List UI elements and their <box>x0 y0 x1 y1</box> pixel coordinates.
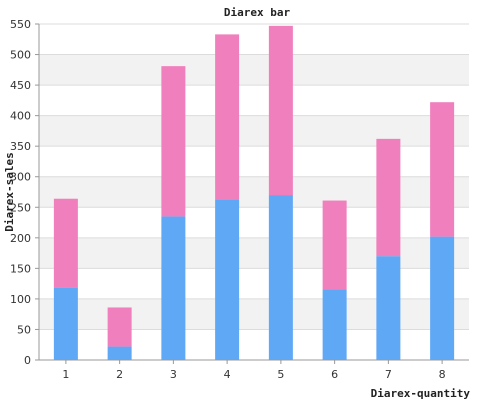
y-tick-label: 500 <box>10 49 31 62</box>
grid-band <box>39 176 469 208</box>
x-tick-label: 2 <box>116 368 123 381</box>
x-tick-label: 7 <box>385 368 392 381</box>
y-tick-label: 200 <box>10 232 31 245</box>
x-tick-label: 3 <box>170 368 177 381</box>
y-tick-label: 50 <box>17 323 31 336</box>
axes <box>38 24 469 361</box>
y-tick-label: 100 <box>10 293 31 306</box>
bar-segment-2-8 <box>430 102 455 237</box>
grid-band <box>39 237 469 269</box>
x-axis-label: Diarex-quantity <box>371 387 471 400</box>
bar-segment-1-2 <box>107 346 132 360</box>
x-tick-label: 6 <box>331 368 338 381</box>
x-tick-label: 4 <box>224 368 231 381</box>
bars <box>53 25 455 360</box>
y-tick-label: 0 <box>24 354 31 367</box>
y-tick-label: 300 <box>10 171 31 184</box>
bar-segment-1-5 <box>268 195 293 360</box>
bar-segment-1-3 <box>161 216 186 360</box>
bar-segment-1-4 <box>215 199 240 360</box>
bar-segment-1-7 <box>376 256 401 360</box>
x-tick-labels: 1 2 3 4 5 6 7 8 <box>62 360 446 381</box>
bar-segment-2-2 <box>107 307 132 347</box>
grid-band <box>39 298 469 330</box>
y-tick-label: 450 <box>10 79 31 92</box>
x-tick-label: 5 <box>277 368 284 381</box>
bar-segment-2-4 <box>215 34 240 200</box>
x-tick-label: 8 <box>439 368 446 381</box>
chart-title: Diarex bar <box>224 6 291 19</box>
grid-band <box>39 54 469 86</box>
y-tick-label: 250 <box>10 201 31 214</box>
bar-segment-1-1 <box>53 287 78 360</box>
bar-segment-1-6 <box>322 289 347 360</box>
grid-band <box>39 115 469 147</box>
bar-segment-2-5 <box>268 25 293 196</box>
bar-segment-1-8 <box>430 236 455 360</box>
bar-segment-2-6 <box>322 200 347 290</box>
y-tick-label: 150 <box>10 262 31 275</box>
bar-segment-2-7 <box>376 138 401 257</box>
bar-segment-2-3 <box>161 66 186 217</box>
y-tick-label: 400 <box>10 110 31 123</box>
bar-segment-2-1 <box>53 198 78 288</box>
x-tick-label: 1 <box>62 368 69 381</box>
y-axis-label: Diarex-sales <box>3 152 16 231</box>
grid-bands <box>39 54 469 330</box>
y-tick-label: 550 <box>10 18 31 31</box>
y-tick-labels: 0 50 100 150 200 250 300 350 400 450 500 550 <box>10 18 31 367</box>
y-tick-label: 350 <box>10 140 31 153</box>
